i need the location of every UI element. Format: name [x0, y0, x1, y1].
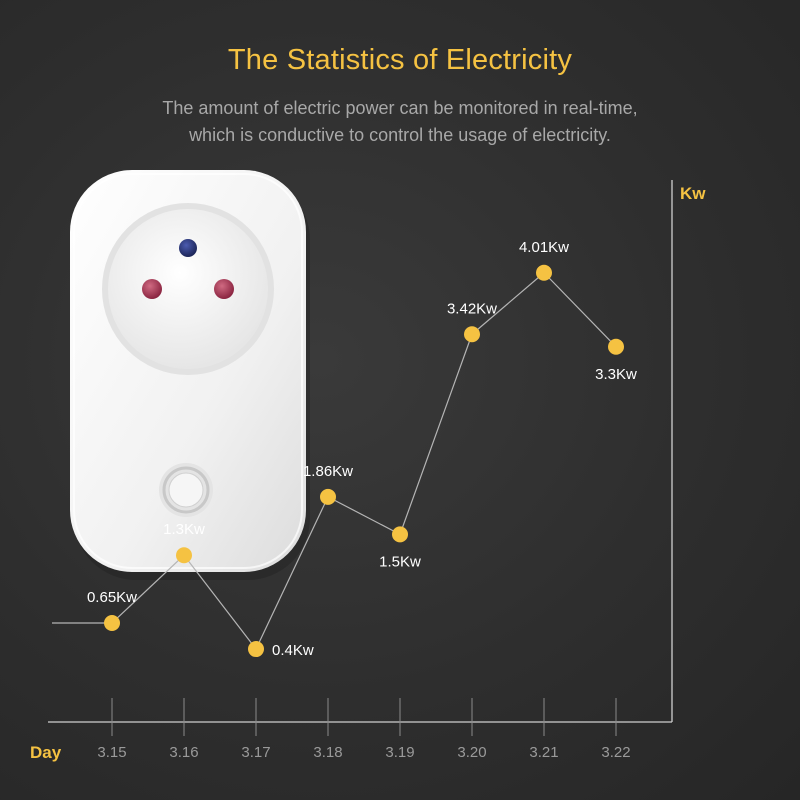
data-label: 1.86Kw [303, 463, 353, 480]
x-axis-title: Day [30, 743, 62, 762]
series-line [52, 272, 617, 650]
series-segment [399, 334, 473, 535]
series-segment [111, 554, 185, 624]
x-tick-label: 3.16 [169, 744, 198, 761]
chart-axes [48, 180, 673, 723]
x-tick-label: 3.21 [529, 744, 558, 761]
data-point-3.18 [320, 488, 336, 505]
ground-pin-icon [179, 239, 197, 257]
data-label: 3.42Kw [447, 300, 497, 317]
data-point-3.20 [464, 326, 480, 343]
x-tick-label: 3.18 [313, 744, 342, 761]
series-segment [255, 496, 329, 650]
smart-plug-image [70, 170, 310, 580]
series-segment [327, 496, 401, 535]
socket-face [102, 203, 274, 375]
series-segment [543, 272, 617, 348]
data-points [104, 264, 624, 658]
data-label: 1.3Kw [163, 521, 205, 538]
data-label: 4.01Kw [519, 239, 569, 256]
data-label: 0.65Kw [87, 589, 137, 606]
data-label: 1.5Kw [379, 553, 421, 570]
data-point-3.15 [104, 614, 120, 631]
data-label: 0.4Kw [272, 642, 314, 659]
page-subtitle: The amount of electric power can be moni… [0, 95, 800, 149]
socket-hole-left-icon [142, 279, 162, 299]
subtitle-line-2: which is conductive to control the usage… [189, 125, 611, 145]
x-tick-label: 3.15 [97, 744, 126, 761]
x-ticks: 3.15 3.16 3.17 3.18 3.19 3.20 3.21 3.22 [97, 698, 631, 761]
data-point-3.22 [608, 338, 624, 355]
series-segment [183, 554, 257, 650]
series-segment [471, 272, 545, 335]
data-point-3.17 [248, 641, 264, 658]
subtitle-line-1: The amount of electric power can be moni… [162, 98, 638, 118]
data-label: 3.3Kw [595, 366, 637, 383]
y-axis-title: Kw [680, 184, 706, 203]
power-button[interactable] [159, 463, 213, 517]
x-tick-label: 3.22 [601, 744, 630, 761]
x-tick-label: 3.17 [241, 744, 270, 761]
data-labels: 0.65Kw 1.3Kw 0.4Kw 1.86Kw 1.5Kw 3.42Kw 4.01Kw 3… [87, 239, 637, 659]
x-tick-label: 3.20 [457, 744, 486, 761]
data-point-3.19 [392, 526, 408, 543]
socket-hole-right-icon [214, 279, 234, 299]
data-point-3.16 [176, 547, 192, 564]
data-point-3.21 [536, 264, 552, 281]
x-tick-label: 3.19 [385, 744, 414, 761]
page-title: The Statistics of Electricity [227, 44, 573, 76]
